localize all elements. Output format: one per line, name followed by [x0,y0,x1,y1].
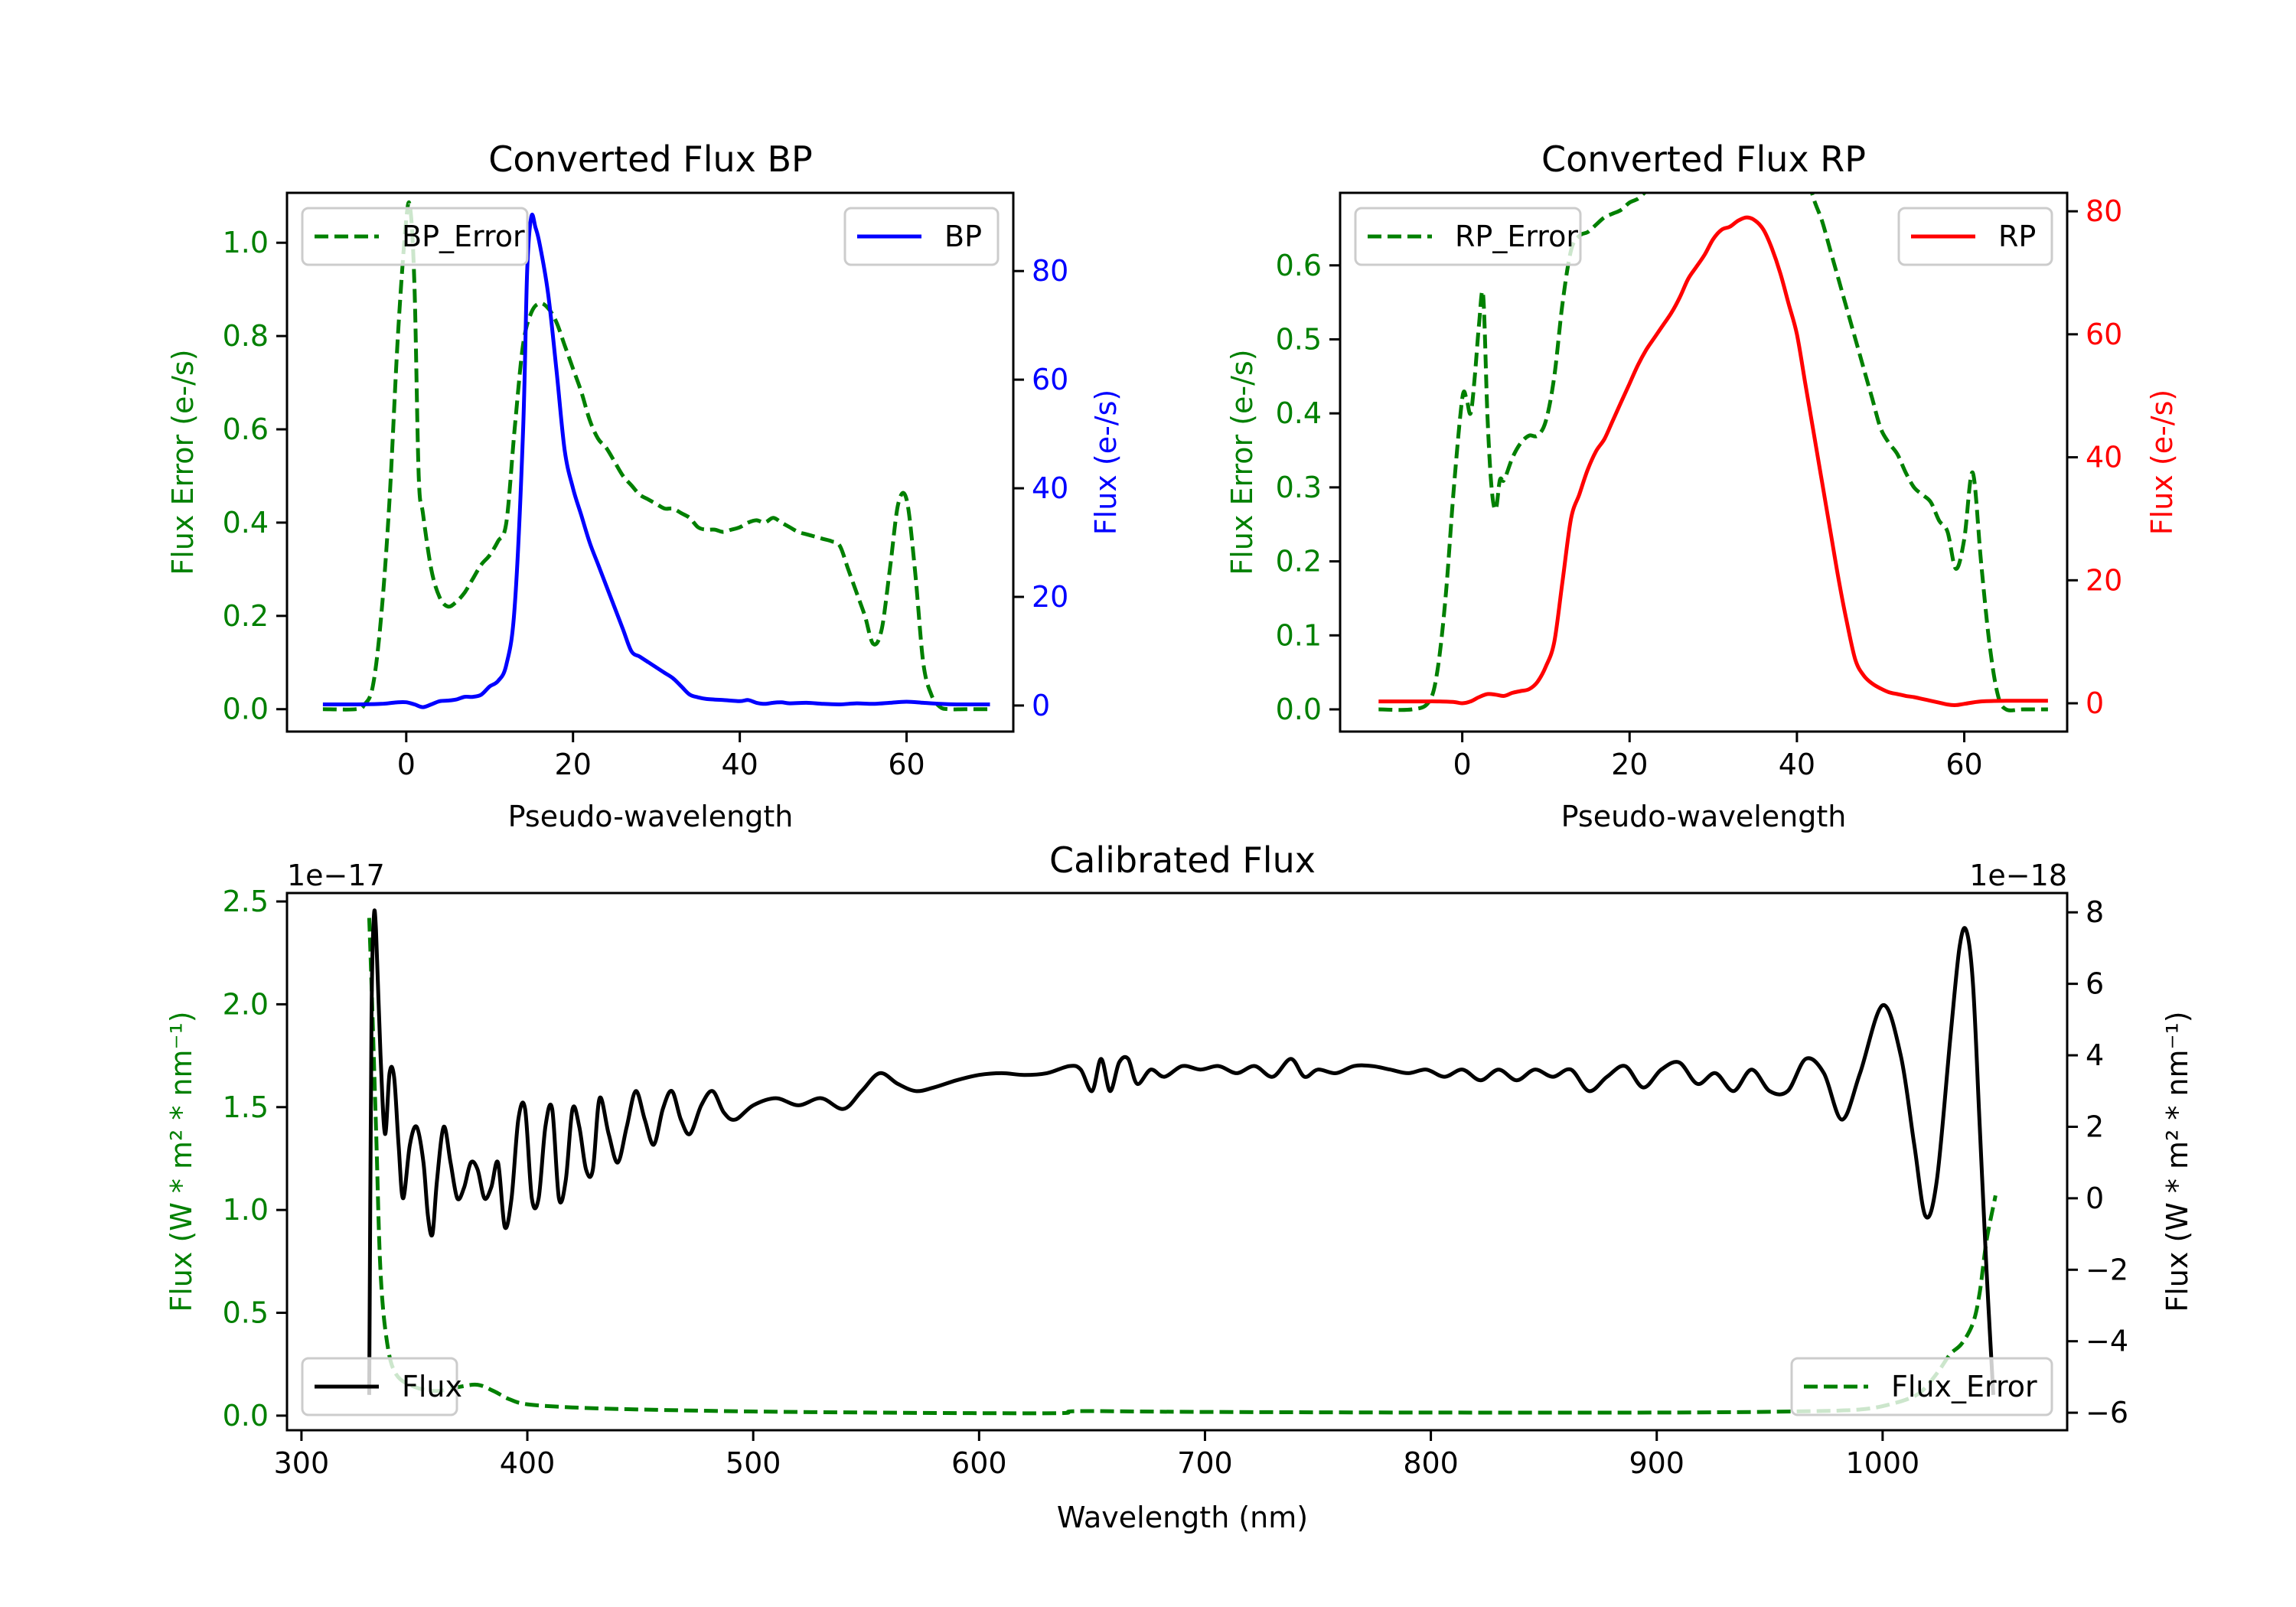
calibrated-ylabel-right: Flux (W * m² * nm⁻¹) [2161,1011,2194,1312]
y-tick-label-right: −2 [2086,1253,2128,1286]
x-tick-label: 700 [1177,1446,1233,1480]
legend-label: BP_Error [402,220,525,253]
x-tick-label: 600 [951,1446,1007,1480]
y-tick-label-right: 80 [1032,254,1068,288]
legend-box [301,1357,458,1416]
y-tick-label-right: 0 [2086,686,2104,720]
legend-rp-error: RP_Error [1354,207,1582,266]
x-tick-label: 300 [274,1446,330,1480]
series-line-rp [1378,215,2048,707]
series-line-flux [367,908,1995,1395]
y-tick-label-right: 8 [2086,895,2104,929]
bp-xlabel: Pseudo-wavelength [508,800,794,833]
x-tick-label: 500 [726,1446,781,1480]
x-tick-label: 40 [721,748,758,781]
series-line-bp-error [322,200,990,712]
x-tick-label: 800 [1403,1446,1459,1480]
legend-label: Flux_Error [1891,1370,2037,1403]
legend-label: RP_Error [1455,220,1578,253]
y-tick-label-left: 0.0 [1276,693,1322,726]
x-tick-label: 40 [1779,748,1815,781]
legend-label: RP [1998,220,2036,253]
bp-subplot: Converted Flux BP Pseudo-wavelength Flux… [166,139,1123,833]
x-tick-label: 0 [1453,748,1472,781]
y-tick-label-left: 0.6 [1276,249,1322,282]
x-tick-label: 20 [1611,748,1648,781]
series-line-bp [322,213,990,709]
y-tick-label-left: 0.1 [1276,618,1322,652]
rp-ylabel-left: Flux Error (e-/s) [1225,349,1259,575]
bp-title: Converted Flux BP [488,139,813,180]
y-tick-label-right: −4 [2086,1325,2128,1358]
y-tick-label-left: 2.0 [223,987,269,1021]
y-tick-label-left: 0.4 [1276,396,1322,430]
y-tick-label-left: 0.6 [223,412,269,446]
calibrated-subplot: Calibrated Flux Wavelength (nm) Flux (W … [165,839,2194,1534]
legend-flux: Flux [301,1357,462,1416]
y-tick-label-right: 40 [2086,441,2122,474]
rp-subplot: Converted Flux RP Pseudo-wavelength Flux… [1225,139,2179,833]
y-tick-label-left: 2.5 [223,885,269,918]
y-tick-label-left: 1.0 [223,1193,269,1227]
rp-title: Converted Flux RP [1541,139,1866,180]
axes-frame [1339,191,2069,733]
rp-ylabel-right: Flux (e-/s) [2145,390,2179,535]
legend-label: Flux [402,1370,462,1403]
y-tick-label-right: 6 [2086,967,2104,1001]
calibrated-title: Calibrated Flux [1049,839,1316,881]
bp-ylabel-left: Flux Error (e-/s) [166,349,200,575]
x-tick-label: 60 [1945,748,1982,781]
y-tick-label-left: 1.5 [223,1090,269,1124]
y-tick-label-right: 20 [2086,563,2122,597]
y-tick-label-right: 60 [2086,318,2122,351]
x-tick-label: 0 [397,748,416,781]
y-tick-label-left: 0.0 [223,1399,269,1433]
legend-box [1790,1357,2053,1416]
y-tick-label-left: 0.3 [1276,471,1322,504]
y-tick-label-right: 60 [1032,363,1068,396]
calibrated-right-offset-text: 1e−18 [1969,859,2067,892]
y-tick-label-right: 20 [1032,580,1068,614]
y-tick-label-right: 40 [1032,471,1068,505]
legend-label: BP [944,220,982,253]
axes-frame [285,892,2069,1432]
y-tick-label-left: 0.2 [1276,545,1322,579]
legend-flux-error: Flux_Error [1790,1357,2053,1416]
y-tick-label-right: 4 [2086,1038,2104,1072]
calibrated-left-offset-text: 1e−17 [287,859,385,892]
legend-bp: BP [843,207,1000,266]
y-tick-label-left: 0.5 [1276,322,1322,356]
y-tick-label-left: 0.4 [223,506,269,539]
legend-box [301,207,529,266]
y-tick-label-left: 1.0 [223,226,269,259]
y-tick-label-left: 0.8 [223,319,269,353]
bp-ylabel-right: Flux (e-/s) [1089,390,1123,535]
x-tick-label: 20 [555,748,592,781]
rp-xlabel: Pseudo-wavelength [1561,800,1847,833]
y-tick-label-right: 0 [1032,689,1050,722]
series-line-rp-error [1378,193,2048,712]
axes-frame [285,191,1015,733]
x-tick-label: 60 [888,748,925,781]
y-tick-label-left: 0.2 [223,599,269,633]
y-tick-label-right: 2 [2086,1110,2104,1143]
y-tick-label-right: 80 [2086,194,2122,228]
calibrated-ylabel-left: Flux (W * m² * nm⁻¹) [165,1011,198,1312]
y-tick-label-left: 0.5 [223,1296,269,1330]
x-tick-label: 400 [500,1446,556,1480]
legend-box [1354,207,1582,266]
calibrated-xlabel: Wavelength (nm) [1057,1501,1308,1534]
x-tick-label: 900 [1629,1446,1684,1480]
legend-rp: RP [1897,207,2053,266]
x-tick-label: 1000 [1846,1446,1920,1480]
y-tick-label-right: −6 [2086,1396,2128,1429]
y-tick-label-right: 0 [2086,1182,2104,1215]
y-tick-label-left: 0.0 [223,693,269,726]
legend-bp-error: BP_Error [301,207,529,266]
